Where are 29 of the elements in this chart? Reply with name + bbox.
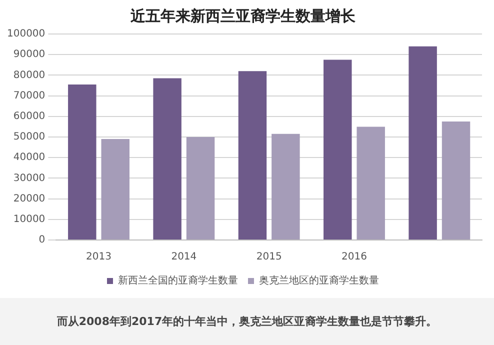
y-tick-label: 100000 [6,28,46,40]
bar [442,122,470,240]
bar [356,126,385,240]
legend-label: 新西兰全国的亚裔学生数量 [118,274,238,287]
text: 而从2008年到2017年的十年当中，奥克兰地区亚裔学生数量也是节节攀升。 [56,314,438,329]
y-tick-label: 60000 [13,110,46,122]
x-tick-label: 2014 [171,252,197,263]
bar [68,84,96,240]
y-tick-label: 70000 [13,90,46,102]
bar [238,71,267,240]
chart-title: 近五年来新西兰亚裔学生数量增长 [130,6,356,25]
y-tick-label: 20000 [13,193,46,204]
y-tick-label: 40000 [13,152,46,164]
x-tick-label: 2016 [342,252,367,263]
x-tick-label: 2015 [256,252,282,263]
y-tick-label: 10000 [13,214,46,225]
y-tick-label: 90000 [13,49,46,60]
y-tick-label: 80000 [13,70,46,81]
bar [153,78,182,240]
bar [272,134,300,240]
bar [101,139,130,240]
bar [408,46,437,240]
legend-label: 奥克兰地区的亚裔学生数量 [259,274,379,287]
x-tick-label: 2013 [86,252,112,263]
bar [186,137,215,240]
y-tick-label: 0 [38,234,46,246]
bar [324,60,352,240]
y-tick-label: 50000 [13,132,46,143]
y-tick-label: 30000 [13,172,46,184]
